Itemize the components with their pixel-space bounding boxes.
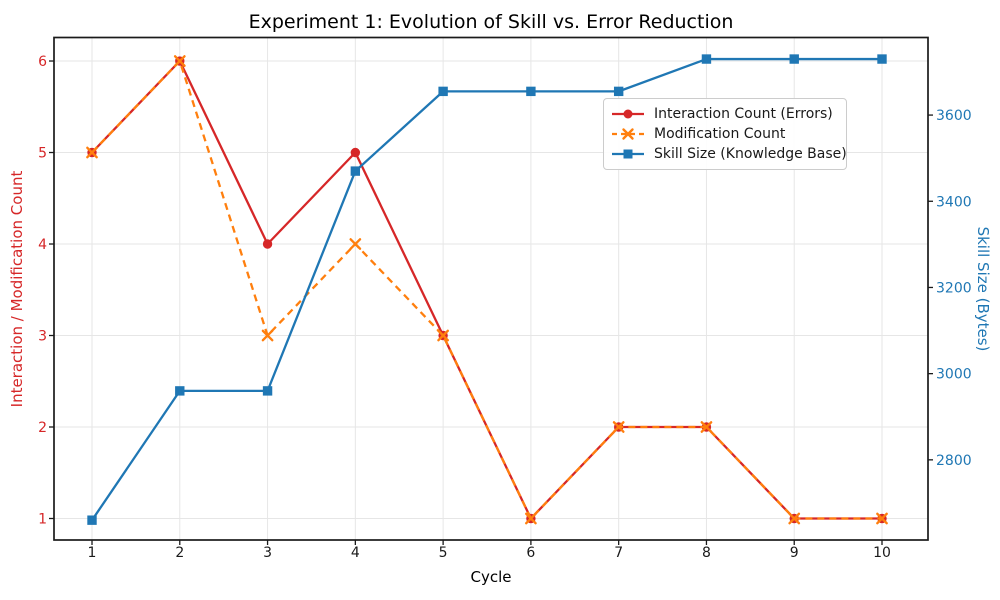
legend-sample-line [612, 128, 644, 140]
x-tick-label: 4 [351, 545, 360, 561]
x-tick-label: 2 [175, 545, 184, 561]
right-y-tick-label: 3200 [936, 280, 972, 296]
left-y-tick-label: 6 [38, 54, 47, 70]
x-tick-label: 8 [702, 545, 711, 561]
legend-item: Skill Size (Knowledge Base) [611, 144, 847, 164]
series-line [91, 57, 883, 521]
left-y-tick-label: 2 [38, 420, 47, 436]
x-tick-label: 3 [263, 545, 272, 561]
x-tick-label: 9 [790, 545, 799, 561]
chart-title: Experiment 1: Evolution of Skill vs. Err… [248, 11, 734, 33]
legend-label: Interaction Count (Errors) [654, 106, 833, 122]
grid-lines [54, 37, 928, 540]
legend-item: Modification Count [611, 124, 838, 144]
legend-sample-line [612, 109, 644, 119]
left-y-tick-label: 1 [38, 511, 47, 527]
legend-label: Skill Size (Knowledge Base) [654, 146, 847, 162]
legend-sample-line [612, 149, 644, 159]
legend: Interaction Count (Errors) Modification … [603, 98, 847, 170]
right-y-axis-label: Skill Size (Bytes) [974, 226, 992, 352]
left-y-axis-label: Interaction / Modification Count [8, 170, 26, 408]
right-y-tick-label: 3400 [936, 194, 972, 210]
legend-item: Interaction Count (Errors) [611, 104, 838, 124]
right-y-tick-label: 3000 [936, 367, 972, 383]
left-y-tick-label: 4 [38, 237, 47, 253]
x-tick-label: 10 [873, 545, 891, 561]
x-tick-label: 6 [526, 545, 535, 561]
right-y-tick-label: 2800 [936, 453, 972, 469]
left-y-tick-label: 3 [38, 329, 47, 345]
x-axis-label: Cycle [470, 568, 512, 586]
x-tick-label: 5 [439, 545, 448, 561]
series-2-square [87, 54, 887, 525]
left-y-tick-label: 5 [38, 146, 47, 162]
x-tick-label: 7 [614, 545, 623, 561]
legend-label: Modification Count [654, 126, 786, 142]
series-line [91, 59, 883, 520]
series-1-x [86, 55, 888, 525]
x-tick-label: 1 [88, 545, 97, 561]
plot-border [53, 36, 929, 541]
right-y-tick-label: 3600 [936, 108, 972, 124]
